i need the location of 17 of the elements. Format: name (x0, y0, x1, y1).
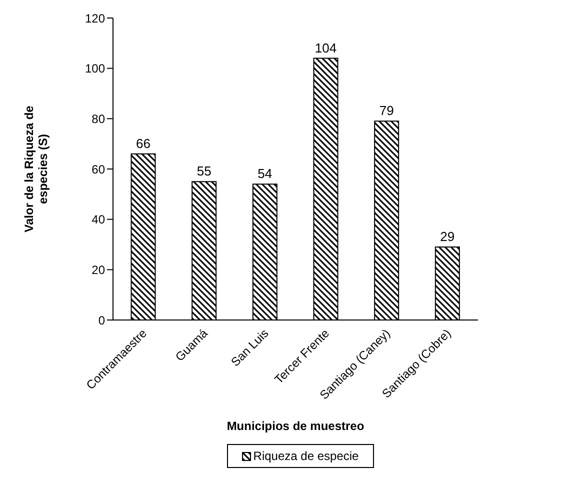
x-axis-title: Municipios de muestreo (226, 419, 364, 433)
y-tick-label: 60 (92, 162, 106, 176)
y-axis-title: Valor de la Riqueza de especies (S) (22, 105, 50, 232)
legend-label: Riqueza de especie (252, 449, 359, 463)
y-tick-label: 100 (84, 62, 106, 76)
x-tick-label: San Luis (228, 326, 272, 370)
data-label: 104 (314, 40, 337, 56)
y-tick-label: 20 (92, 262, 106, 277)
data-label: 29 (440, 229, 455, 244)
data-label: 66 (136, 136, 150, 151)
y-tick-label: 120 (84, 11, 106, 26)
data-label: 55 (196, 164, 212, 179)
data-label: 79 (379, 103, 394, 118)
y-tick-label: 80 (92, 112, 106, 126)
y-tick-label: 0 (98, 313, 106, 328)
data-label: 54 (258, 166, 272, 182)
y-tick-label: 40 (92, 212, 106, 227)
